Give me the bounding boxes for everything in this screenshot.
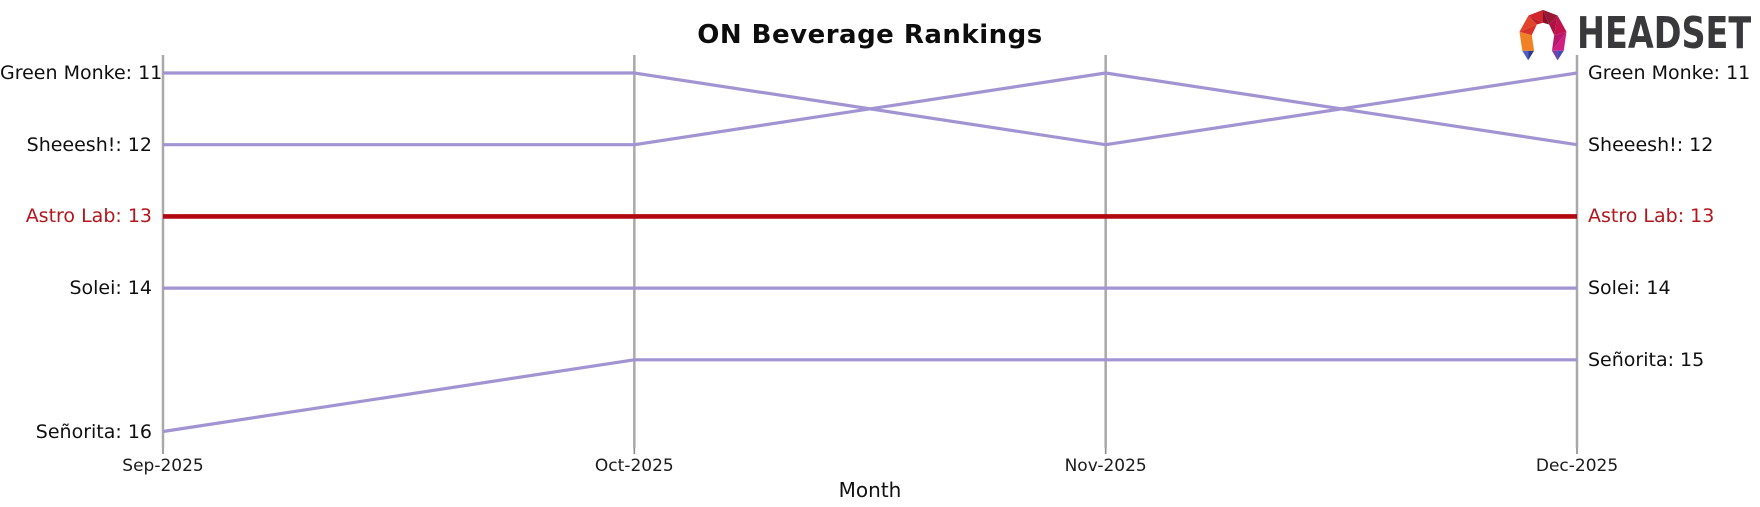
headset-arch-icon bbox=[1519, 9, 1567, 61]
chart-title: ON Beverage Rankings bbox=[697, 20, 1043, 50]
series-label-left-solei: Solei: 14 bbox=[69, 277, 152, 300]
series-line-se-orita bbox=[162, 358, 1577, 434]
series-label-right-solei: Solei: 14 bbox=[1588, 277, 1671, 300]
headset-logo: HEADSET bbox=[1513, 6, 1760, 62]
series-label-right-green-monke: Green Monke: 11 bbox=[1588, 62, 1751, 84]
series-label-left-astro-lab: Astro Lab: 13 bbox=[25, 205, 152, 228]
x-tick-label-nov-2025: Nov-2025 bbox=[1064, 456, 1147, 476]
series-label-right-senorita: Señorita: 15 bbox=[1588, 348, 1705, 371]
x-tick-label-dec-2025: Dec-2025 bbox=[1535, 456, 1619, 476]
x-tick-label-sep-2025: Sep-2025 bbox=[122, 456, 204, 476]
series-label-right-sheeesh: Sheeesh!: 12 bbox=[1588, 133, 1714, 156]
series-label-left-senorita: Señorita: 16 bbox=[35, 420, 152, 443]
series-label-left-sheeesh: Sheeesh!: 12 bbox=[26, 133, 152, 156]
headset-logo-wordmark: HEADSET bbox=[1577, 8, 1752, 59]
series-label-right-astro-lab: Astro Lab: 13 bbox=[1588, 205, 1715, 228]
series-label-left-green-monke: Green Monke: 11 bbox=[0, 62, 163, 84]
x-tick-label-oct-2025: Oct-2025 bbox=[594, 456, 674, 476]
series-line-sheeesh bbox=[163, 71, 1578, 147]
x-axis-title: Month bbox=[838, 478, 902, 502]
